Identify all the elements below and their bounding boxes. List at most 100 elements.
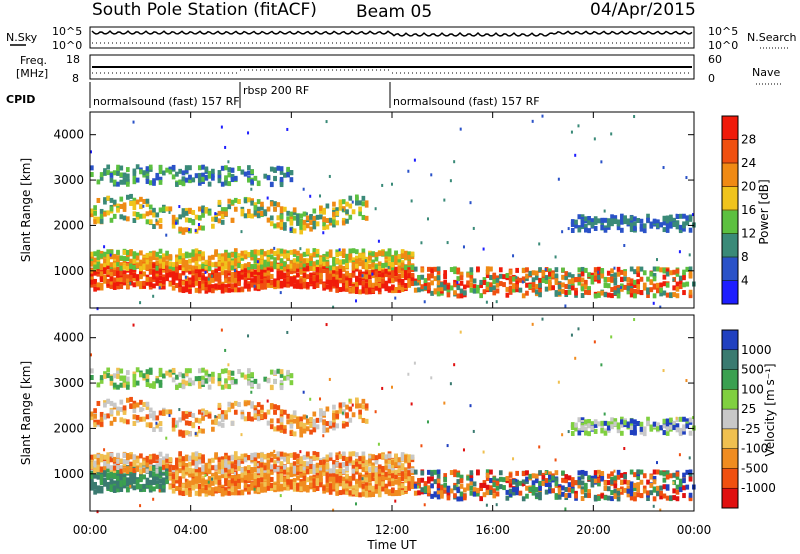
velocity-cell: [364, 418, 369, 424]
power-cell: [90, 282, 94, 288]
velocity-cell: [116, 479, 120, 485]
velocity-cell: [106, 452, 111, 458]
power-cell: [142, 170, 147, 176]
power-cell: [570, 219, 575, 225]
velocity-cell: [197, 475, 202, 481]
velocity-cell: [253, 405, 258, 411]
power-cell: [669, 292, 673, 298]
power-cell: [250, 213, 254, 219]
power-cell: [341, 252, 346, 258]
power-cell: [387, 250, 392, 256]
power-cell: [283, 261, 287, 267]
velocity-cell: [309, 458, 313, 464]
power-cell: [485, 269, 490, 275]
power-cell: [587, 228, 591, 234]
velocity-cell: [122, 452, 127, 458]
power-cell: [292, 276, 297, 282]
power-cell: [197, 206, 202, 212]
velocity-cell: [132, 378, 137, 384]
velocity-cell: [289, 420, 294, 426]
power-cell: [410, 199, 413, 203]
velocity-cell: [207, 458, 212, 464]
velocity-cell: [289, 373, 294, 379]
power-cell: [116, 207, 120, 213]
velocity-cell: [263, 462, 268, 468]
velocity-cell: [404, 454, 408, 460]
velocity-cell: [296, 485, 300, 491]
velocity-cell: [214, 471, 218, 477]
power-cell: [580, 266, 585, 272]
velocity-cell: [178, 371, 183, 377]
power-cell: [211, 223, 215, 229]
velocity-cell: [479, 496, 483, 502]
power-cell: [237, 253, 241, 259]
velocity-cell: [407, 463, 412, 469]
power-cell: [112, 179, 117, 185]
velocity-cell: [201, 478, 205, 484]
velocity-cell: [325, 482, 330, 488]
power-cell: [538, 282, 542, 288]
velocity-cell: [371, 491, 376, 497]
velocity-cell: [93, 413, 97, 419]
velocity-cell: [106, 373, 111, 379]
velocity-cell: [253, 466, 258, 472]
power-cell: [184, 283, 189, 289]
power-cell: [142, 204, 145, 208]
velocity-cell: [168, 484, 173, 490]
power-cell: [584, 289, 588, 295]
velocity-cell: [220, 384, 225, 390]
power-cell: [567, 272, 572, 278]
velocity-cell: [168, 413, 171, 417]
power-cell: [462, 284, 467, 290]
power-cell: [472, 226, 475, 230]
power-cell: [125, 283, 130, 289]
velocity-cell: [479, 486, 483, 492]
velocity-cell: [384, 465, 389, 471]
power-cell: [368, 274, 372, 280]
power-cell: [279, 206, 284, 212]
velocity-cell: [289, 466, 294, 472]
power-cell: [636, 283, 641, 289]
colorbar-swatch: [722, 116, 738, 140]
velocity-cell: [312, 464, 317, 470]
power-cell: [309, 265, 313, 271]
power-cell: [109, 197, 114, 203]
power-cell: [155, 265, 160, 271]
power-cell: [247, 208, 251, 214]
velocity-cell: [276, 418, 281, 424]
power-cell: [407, 273, 412, 279]
velocity-cell: [469, 473, 474, 479]
power-cell: [217, 178, 222, 184]
power-cell: [96, 257, 101, 263]
velocity-cell: [319, 470, 323, 476]
velocity-cell: [181, 469, 186, 475]
velocity-cell: [371, 475, 374, 479]
velocity-cell: [204, 485, 209, 491]
velocity-cell: [269, 469, 274, 475]
power-cell: [214, 276, 218, 282]
velocity-cell: [299, 456, 304, 462]
power-cell: [593, 293, 598, 299]
velocity-cell: [449, 488, 454, 494]
velocity-cell: [227, 384, 232, 390]
power-cell: [374, 207, 377, 211]
velocity-cell: [175, 464, 179, 470]
velocity-cell: [240, 458, 245, 464]
power-cell: [103, 245, 106, 249]
power-cell: [508, 275, 513, 281]
power-cell: [665, 271, 670, 277]
power-cell: [250, 200, 254, 206]
power-cell: [544, 278, 549, 284]
velocity-cell: [404, 467, 408, 473]
power-cell: [181, 227, 186, 233]
velocity-cell: [119, 382, 124, 388]
velocity-cell: [227, 460, 232, 466]
power-cell: [348, 214, 353, 220]
velocity-cell: [345, 412, 349, 418]
velocity-cell: [423, 484, 428, 490]
power-cell: [629, 227, 634, 233]
velocity-cell: [279, 451, 284, 457]
power-cell: [237, 263, 241, 269]
velocity-cell: [319, 417, 323, 423]
velocity-cell: [184, 420, 189, 426]
